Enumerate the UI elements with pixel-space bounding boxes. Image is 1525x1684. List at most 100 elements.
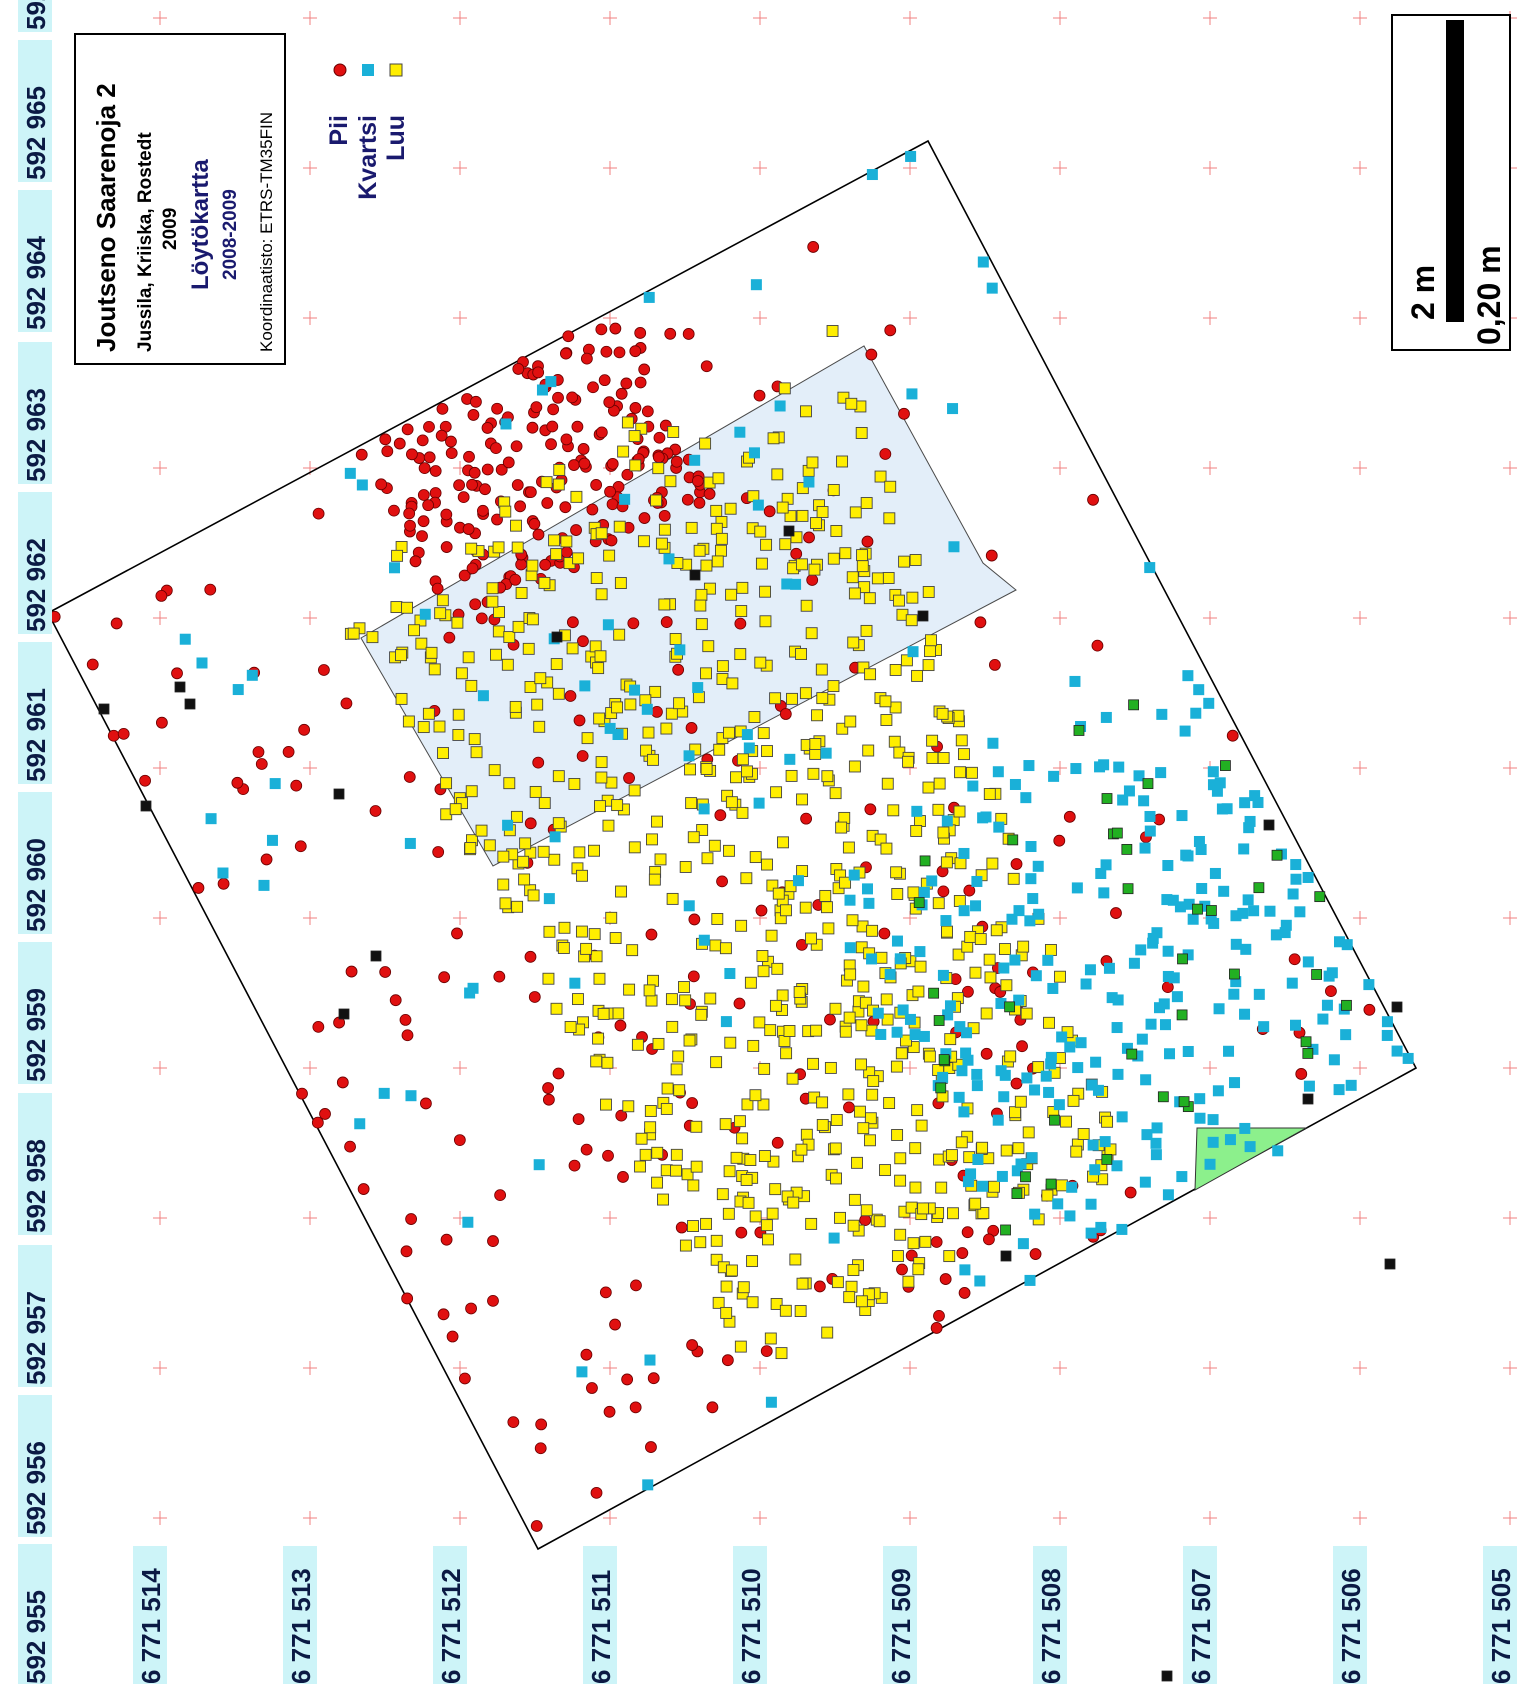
find-luu (710, 1253, 723, 1266)
find-pii (560, 433, 573, 446)
find-pii (675, 1221, 688, 1234)
find-black (1302, 1093, 1314, 1105)
find-kvartsi (1138, 795, 1150, 807)
find-green (1045, 1178, 1057, 1190)
find-kvartsi (1204, 1158, 1216, 1170)
find-pii (647, 1372, 660, 1385)
find-kvartsi (464, 987, 476, 999)
find-pii (753, 389, 766, 402)
find-luu (710, 504, 723, 517)
find-luu (347, 627, 360, 640)
find-luu (922, 659, 935, 672)
find-kvartsi (1258, 1021, 1270, 1033)
find-luu (436, 594, 449, 607)
find-luu (515, 587, 528, 599)
find-luu (933, 777, 946, 790)
find-luu (821, 770, 834, 783)
find-pii (691, 475, 704, 487)
find-pii (416, 434, 429, 447)
find-luu (795, 648, 808, 660)
scale-bar-width: 0,20 m (1471, 245, 1507, 345)
find-luu (843, 1291, 856, 1304)
find-kvartsi (1174, 901, 1186, 913)
find-pii (603, 1405, 616, 1418)
find-luu (905, 1201, 918, 1214)
find-kvartsi (1159, 1019, 1171, 1031)
shaded-area-blue (360, 345, 1017, 867)
title-box: Joutseno Saarenoja 2 Jussila, Kriiska, R… (74, 33, 286, 365)
find-kvartsi (1017, 1238, 1029, 1250)
find-pii (595, 323, 608, 336)
find-luu (839, 1025, 852, 1038)
find-pii (580, 1348, 593, 1361)
grid-cross (303, 161, 317, 175)
find-pii (884, 324, 897, 337)
find-pii (687, 970, 700, 983)
find-luu (552, 478, 565, 491)
find-kvartsi (1224, 1134, 1236, 1146)
easting-label: 592 965 (18, 40, 52, 182)
find-kvartsi (1303, 1080, 1315, 1092)
find-luu (566, 642, 579, 655)
find-kvartsi (986, 282, 998, 294)
find-kvartsi (1025, 841, 1037, 853)
grid-cross (1503, 1361, 1517, 1375)
find-pii (560, 546, 573, 559)
find-luu (759, 585, 772, 598)
grid-cross (453, 1061, 467, 1075)
find-kvartsi (1024, 915, 1036, 927)
find-pii (613, 346, 626, 359)
find-kvartsi (1052, 1198, 1064, 1210)
find-pii (604, 485, 616, 498)
find-luu (639, 1148, 652, 1161)
find-luu (980, 1007, 993, 1020)
find-luu (795, 1143, 808, 1156)
find-kvartsi (1030, 970, 1042, 982)
find-luu (757, 1098, 770, 1111)
find-pii (462, 523, 475, 535)
find-pii (401, 1292, 414, 1305)
find-luu (830, 1114, 843, 1126)
find-kvartsi (1230, 910, 1242, 922)
find-luu (807, 767, 820, 780)
find-luu (1041, 1189, 1054, 1202)
find-luu (862, 1288, 875, 1301)
find-kvartsi (1239, 1008, 1251, 1020)
find-green (1206, 905, 1217, 916)
find-luu (486, 595, 499, 608)
find-luu (437, 747, 449, 759)
find-kvartsi (1248, 905, 1260, 917)
find-luu (909, 1142, 922, 1155)
find-luu (548, 853, 561, 866)
find-pii (192, 882, 205, 894)
find-luu (552, 817, 565, 830)
find-luu (725, 588, 738, 601)
find-kvartsi (419, 608, 431, 620)
find-pii (681, 493, 694, 506)
svg-text:6 771 514: 6 771 514 (136, 1568, 166, 1684)
find-pii (652, 451, 665, 464)
find-black (783, 525, 795, 537)
find-kvartsi (1015, 1158, 1027, 1170)
find-luu (605, 776, 618, 789)
find-kvartsi (1147, 932, 1159, 944)
find-pii (453, 1134, 466, 1147)
find-pii (1010, 858, 1023, 870)
svg-text:6 771 506: 6 771 506 (1336, 1568, 1366, 1684)
find-pii (298, 723, 311, 736)
find-kvartsi (774, 400, 786, 412)
map-year: 2009 (160, 208, 181, 250)
find-luu (830, 1172, 842, 1185)
scale-bar: 2 m 0,20 m (1391, 14, 1511, 351)
find-pii (445, 435, 457, 448)
find-luu (570, 490, 583, 503)
find-luu (538, 797, 551, 809)
grid-cross (303, 1511, 317, 1525)
find-kvartsi (1089, 1164, 1101, 1176)
find-kvartsi (1136, 1033, 1148, 1045)
grid-cross (303, 1361, 317, 1375)
find-luu (510, 810, 523, 823)
find-luu (600, 1098, 612, 1111)
find-luu (945, 1149, 958, 1162)
svg-text:592 964: 592 964 (21, 235, 51, 330)
